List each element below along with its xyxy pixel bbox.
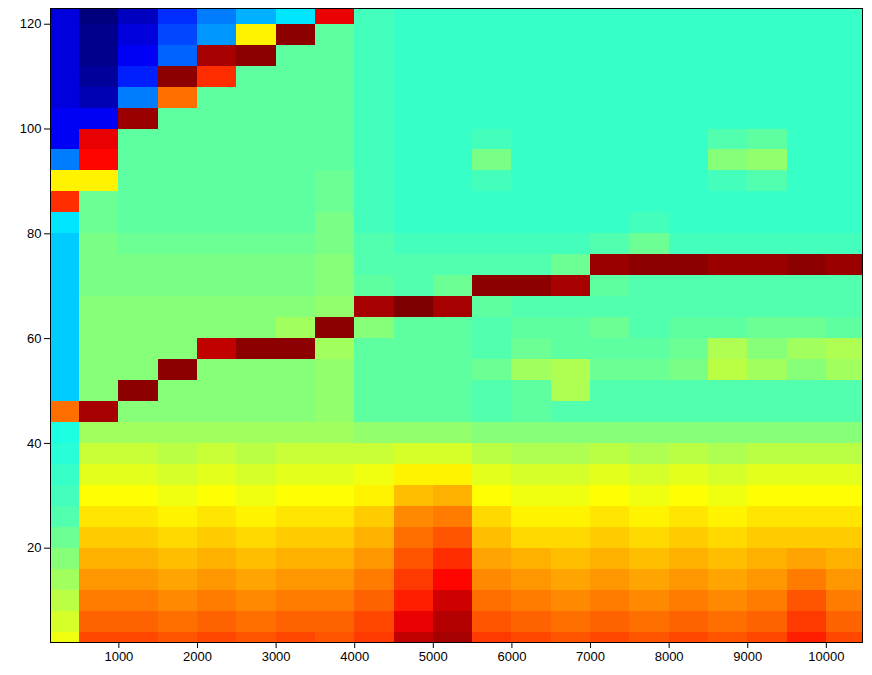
svg-text:9000: 9000 — [733, 649, 762, 664]
svg-text:10000: 10000 — [808, 649, 844, 664]
svg-text:40: 40 — [27, 436, 41, 451]
svg-text:2000: 2000 — [183, 649, 212, 664]
svg-text:7000: 7000 — [576, 649, 605, 664]
svg-text:80: 80 — [27, 226, 41, 241]
svg-text:100: 100 — [20, 121, 42, 136]
svg-text:5000: 5000 — [419, 649, 448, 664]
svg-text:120: 120 — [20, 16, 42, 31]
svg-text:8000: 8000 — [655, 649, 684, 664]
svg-text:20: 20 — [27, 540, 41, 555]
svg-text:1000: 1000 — [104, 649, 133, 664]
svg-text:4000: 4000 — [340, 649, 369, 664]
svg-text:3000: 3000 — [262, 649, 291, 664]
svg-text:6000: 6000 — [497, 649, 526, 664]
svg-text:60: 60 — [27, 331, 41, 346]
